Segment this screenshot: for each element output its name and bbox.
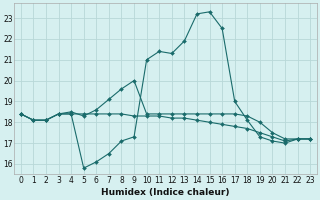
X-axis label: Humidex (Indice chaleur): Humidex (Indice chaleur)	[101, 188, 230, 197]
